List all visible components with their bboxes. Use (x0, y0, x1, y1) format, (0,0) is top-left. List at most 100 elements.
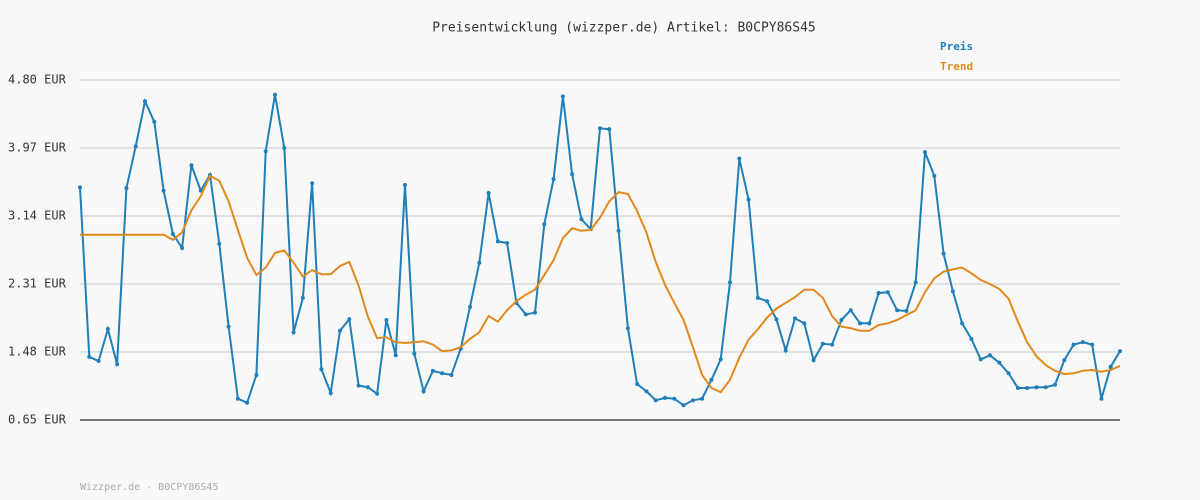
point (542, 222, 547, 227)
point (449, 372, 454, 377)
point (263, 149, 268, 154)
point (560, 94, 565, 99)
point (347, 317, 352, 322)
point (393, 353, 398, 358)
point (115, 362, 120, 367)
point (1118, 349, 1122, 354)
series-line (79, 94, 1121, 407)
point (728, 280, 732, 285)
point (430, 368, 435, 373)
point (1099, 396, 1104, 401)
point (644, 389, 649, 394)
y-tick-label: 2.31 EUR (8, 277, 67, 291)
point (124, 186, 129, 191)
point (774, 317, 779, 322)
point (885, 290, 890, 295)
point (375, 391, 380, 396)
point (486, 191, 491, 196)
point (681, 403, 686, 408)
point (765, 299, 770, 304)
point (1006, 371, 1011, 376)
point (170, 232, 175, 237)
point (365, 385, 370, 390)
point (978, 357, 983, 362)
point (1043, 385, 1048, 390)
point (328, 390, 333, 395)
point (495, 239, 500, 244)
point (551, 177, 556, 182)
point (607, 127, 612, 132)
point (858, 321, 862, 326)
point (997, 360, 1002, 365)
point (570, 172, 575, 177)
point (802, 321, 807, 326)
point (923, 150, 927, 155)
y-tick-label: 3.97 EUR (8, 141, 67, 155)
point (523, 312, 528, 317)
point (663, 395, 667, 400)
point (338, 328, 342, 333)
point (235, 396, 240, 401)
point (226, 324, 231, 329)
point (988, 353, 992, 358)
point (616, 228, 621, 233)
point (254, 372, 259, 377)
point (319, 367, 324, 372)
point (477, 260, 482, 265)
point (941, 251, 946, 256)
point (746, 197, 751, 202)
point (96, 359, 101, 364)
point (1053, 382, 1057, 387)
y-tick-label: 4.80 EUR (8, 73, 67, 87)
point (755, 295, 760, 300)
point (1080, 340, 1085, 345)
point (152, 119, 157, 124)
point (1034, 385, 1039, 390)
point (932, 173, 937, 178)
y-tick-label: 1.48 EUR (8, 345, 67, 359)
point (839, 318, 844, 323)
point (1062, 358, 1067, 363)
point (811, 358, 816, 363)
chart-title: Preisentwicklung (wizzper.de) Artikel: B… (432, 21, 816, 36)
footer: Wizzper.de - B0CPY86S45 (80, 482, 218, 493)
point (133, 144, 138, 149)
point (793, 316, 797, 321)
point (709, 377, 714, 382)
point (820, 341, 825, 346)
point (273, 92, 277, 97)
point (960, 321, 965, 326)
point (950, 289, 955, 294)
point (1108, 364, 1113, 369)
point (700, 396, 705, 401)
point (189, 163, 194, 168)
point (913, 280, 918, 285)
point (505, 241, 510, 246)
point (848, 308, 853, 313)
point (105, 327, 110, 332)
point (690, 398, 695, 403)
y-tick-label: 0.65 EUR (8, 413, 67, 427)
point (1071, 342, 1076, 347)
point (440, 371, 445, 376)
point (78, 185, 82, 190)
point (830, 342, 835, 347)
point (737, 156, 742, 161)
point (421, 389, 426, 394)
point (356, 383, 361, 388)
point (143, 99, 147, 104)
point (282, 146, 287, 150)
point (653, 398, 658, 403)
point (300, 295, 305, 300)
point (969, 336, 974, 341)
point (783, 348, 788, 353)
point (468, 304, 472, 309)
point (579, 217, 584, 222)
point (245, 400, 250, 405)
point (635, 381, 640, 386)
point (533, 310, 537, 315)
point (867, 321, 872, 326)
point (718, 357, 723, 362)
